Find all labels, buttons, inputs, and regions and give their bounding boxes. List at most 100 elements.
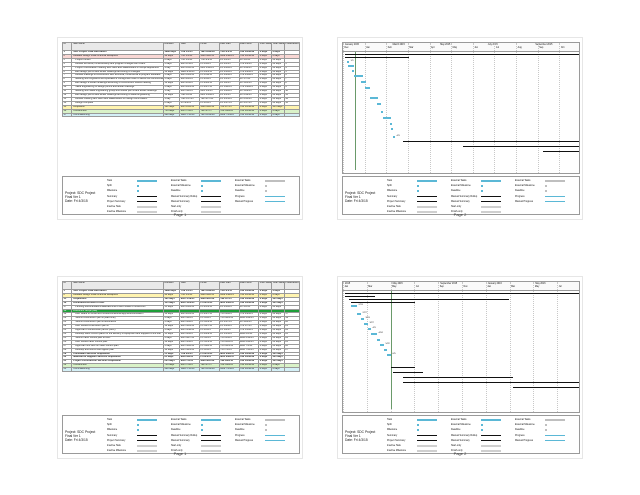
gantt-summary-bar[interactable] (345, 57, 409, 59)
column-header-start: Start (179, 281, 201, 290)
gantt-summary-bar[interactable] (391, 367, 415, 369)
legend-swatch (265, 429, 267, 431)
table-row[interactable]: 17 Commissioning 498 days Wed 7/13/16 Tue 10… (61, 112, 301, 118)
legend-label: Project Summary (107, 199, 126, 203)
table-row[interactable]: 21 Submit construction permit documents 5 … (61, 320, 301, 326)
gantt-date-label: 3/13 (365, 317, 370, 320)
gantt-task-bar[interactable] (348, 65, 354, 67)
table-row[interactable]: 19 ABC Board of Governors review/conditio… (61, 312, 301, 318)
table-row[interactable]: 32 Construction 716 days Mon 7/6/15 Tue 3/7/… (61, 363, 301, 369)
table-row[interactable]: 31 Project Construction Services Acquisit… (61, 359, 301, 365)
gantt-task-bar[interactable] (368, 328, 371, 330)
gantt-task-bar[interactable] (354, 75, 363, 77)
table-row[interactable]: 2 Detailed Design Final Incentive Recaptu… (61, 292, 301, 298)
table-row[interactable]: 5 Project Coordination meeting with clien… (61, 65, 301, 71)
table-row[interactable]: 9 Edit design & lender drawings according… (61, 81, 301, 87)
gantt-task-bar[interactable] (361, 318, 364, 320)
legend-swatch (201, 419, 221, 421)
table-row[interactable]: 30 Materials & Supplies Services Acquisit… (61, 355, 301, 361)
table-row[interactable]: 13 Review meeting with client and stakeho… (61, 96, 301, 102)
legend-label: Progress (515, 433, 525, 437)
gantt-summary-bar[interactable] (403, 382, 579, 384)
gantt-summary-bar[interactable] (403, 377, 513, 379)
gantt-task-bar[interactable] (383, 117, 391, 119)
gantt-summary-bar[interactable] (513, 387, 579, 389)
legend-label: Inactive Milestone (387, 449, 407, 453)
table-row[interactable]: 1 SDC Project Final Decoration 1890 days Th… (61, 289, 301, 294)
gantt-task-bar[interactable] (391, 128, 393, 130)
table-row[interactable]: 11 Meeting with value engineering group a… (61, 89, 301, 94)
timescale-minor: Mar (368, 286, 373, 289)
table-row[interactable]: 28 Develop and submit site logistic plan 1… (61, 347, 301, 353)
table-row[interactable]: 22 ABC review construction permit 10 days M… (61, 324, 301, 330)
table-row[interactable]: 33 Commissioning 498 days Wed 7/13/16 Tue 10… (61, 367, 301, 373)
gantt-task-bar[interactable] (390, 123, 392, 125)
table-row[interactable]: 20 Submit construction permit (lead time)… (61, 316, 301, 322)
gantt-summary-bar[interactable] (349, 298, 509, 300)
gantt-timescale: 2015 May 2015 September 2015 January 2016 Ma… (343, 282, 579, 291)
gantt-task-bar[interactable] (365, 87, 370, 89)
timescale-major: July 2015 (487, 43, 498, 46)
gantt-task-bar[interactable] (347, 61, 349, 63)
table-row[interactable]: 8 Meeting with engineers and specialist &… (61, 77, 301, 83)
table-row[interactable]: 4 Review technical, constructibility and … (61, 61, 301, 67)
cell-task-name: Review drawings & construction with tech… (71, 73, 165, 79)
gridline (407, 43, 409, 173)
gantt-summary-bar[interactable] (463, 146, 579, 148)
table-row[interactable]: 12 Edit design permit and lender drawings… (61, 92, 301, 98)
table-row[interactable]: 27 Approval from ABC on traffic control p… (61, 343, 301, 349)
gantt-task-bar[interactable] (384, 349, 387, 351)
table-row[interactable]: 23 Approval of construction permit (ABC) 5… (61, 328, 301, 333)
legend-swatch (417, 424, 419, 426)
legend-swatch (201, 434, 221, 437)
column-header-finish: Finish (199, 42, 220, 51)
legend-swatch (545, 200, 565, 203)
gridline (429, 43, 431, 173)
legend-label: Finish-only (171, 449, 183, 453)
gantt-task-bar[interactable] (357, 313, 361, 315)
legend-label: Finish-only (451, 449, 463, 453)
table-row[interactable]: 16 Documents/Permits to ABC 145 days Mon 1/… (61, 300, 301, 306)
table-row[interactable]: 24 Develop traffic control plans for the … (61, 331, 301, 337)
table-row[interactable]: 3 Project Kickoff 0 days Thu 1/1/15 Thu 1/1/… (61, 57, 301, 63)
gantt-task-bar[interactable] (371, 333, 377, 335)
legend-label: External Milestone (235, 184, 255, 188)
legend-swatch (481, 180, 501, 182)
gantt-task-bar[interactable] (352, 70, 354, 72)
table-row[interactable]: 16 Construction 716 days Mon 7/6/15 Tue 3/7/… (61, 108, 301, 114)
status-date-line (355, 52, 356, 170)
legend-label: Deadline (235, 428, 245, 432)
gantt-task-bar[interactable] (377, 103, 381, 105)
table-row[interactable]: 29 Consultant Services Acquisition 55 days… (61, 351, 301, 357)
table-row[interactable]: 1 SDC Project Final Decoration 1890 days Th… (61, 50, 301, 55)
gantt-task-bar[interactable] (387, 354, 391, 356)
gantt-task-bar[interactable] (393, 136, 395, 138)
table-row[interactable]: 6 Edit design permit and lender drawings … (61, 69, 301, 75)
legend-label: Start-only (171, 444, 182, 447)
legend-swatch (417, 429, 419, 431)
gantt-task-bar[interactable] (380, 344, 384, 346)
gantt-task-bar[interactable] (361, 81, 366, 83)
gantt-task-bar[interactable] (364, 323, 368, 325)
table-row[interactable]: 25 Submit traffic control plan to ABC 5 da… (61, 335, 301, 341)
gantt-summary-bar[interactable] (403, 141, 579, 143)
gantt-task-bar[interactable] (370, 97, 378, 99)
legend-grid: Task External Tasks External Tasks Split Ext… (387, 417, 578, 452)
legend-project-date: Date: Fri 4/3/15 (65, 438, 88, 442)
table-row[interactable]: 10 Value engineering of design permit and… (61, 85, 301, 91)
table-row[interactable]: 2 Detailed Design Final Incentive Recaptu… (61, 53, 301, 59)
gantt-task-bar[interactable] (351, 305, 357, 307)
gantt-summary-bar[interactable] (345, 53, 579, 55)
table-row[interactable]: 17 Pending documentation/materials final … (61, 304, 301, 310)
gantt-summary-bar[interactable] (351, 301, 415, 303)
table-row[interactable]: 7 Review drawings & construction with tec… (61, 73, 301, 79)
legend-label: External Milestone (235, 423, 255, 427)
gantt-summary-bar[interactable] (543, 151, 579, 153)
gantt-summary-bar[interactable] (345, 292, 579, 294)
table-row[interactable]: 26 ABC review traffic control plan 10 days… (61, 339, 301, 345)
gantt-summary-bar[interactable] (345, 295, 375, 297)
gantt-task-bar[interactable] (381, 111, 383, 113)
legend-swatch (201, 424, 203, 426)
gantt-summary-bar[interactable] (393, 372, 423, 374)
gantt-task-bar[interactable] (377, 339, 380, 341)
